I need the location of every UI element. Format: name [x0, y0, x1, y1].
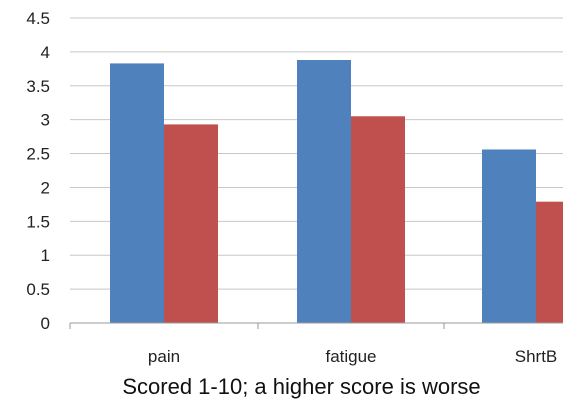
bar-ShrtB-series-1 — [482, 149, 536, 323]
y-tick-label-7: 3.5 — [26, 77, 50, 96]
y-tick-label-9: 4.5 — [26, 9, 50, 28]
y-axis-tick-labels: 0 0.5 1 1.5 2 2.5 3 3.5 4 4.5 — [26, 9, 50, 333]
y-tick-label-4: 2 — [41, 178, 50, 197]
y-tick-label-1: 0.5 — [26, 280, 50, 299]
y-tick-label-2: 1 — [41, 246, 50, 265]
x-axis — [69, 322, 563, 329]
bar-pain-series-2 — [164, 124, 218, 324]
y-tick-label-0: 0 — [41, 314, 50, 333]
x-category-label-1: fatigue — [325, 347, 376, 366]
bar-fatigue-series-2 — [351, 116, 405, 324]
y-tick-label-6: 3 — [41, 111, 50, 130]
x-category-label-2: ShrtB — [515, 347, 558, 366]
bar-pain-series-1 — [110, 63, 164, 324]
y-tick-label-8: 4 — [41, 43, 50, 62]
bar-ShrtB-series-2 — [536, 201, 563, 323]
bar-fatigue-series-1 — [297, 60, 351, 324]
y-tick-label-5: 2.5 — [26, 145, 50, 164]
x-category-label-0: pain — [148, 347, 180, 366]
x-axis-caption: Scored 1-10; a higher score is worse — [122, 374, 481, 399]
bars — [110, 60, 563, 324]
x-axis-category-labels: pain fatigue ShrtB — [148, 347, 557, 366]
y-tick-label-3: 1.5 — [26, 212, 50, 231]
